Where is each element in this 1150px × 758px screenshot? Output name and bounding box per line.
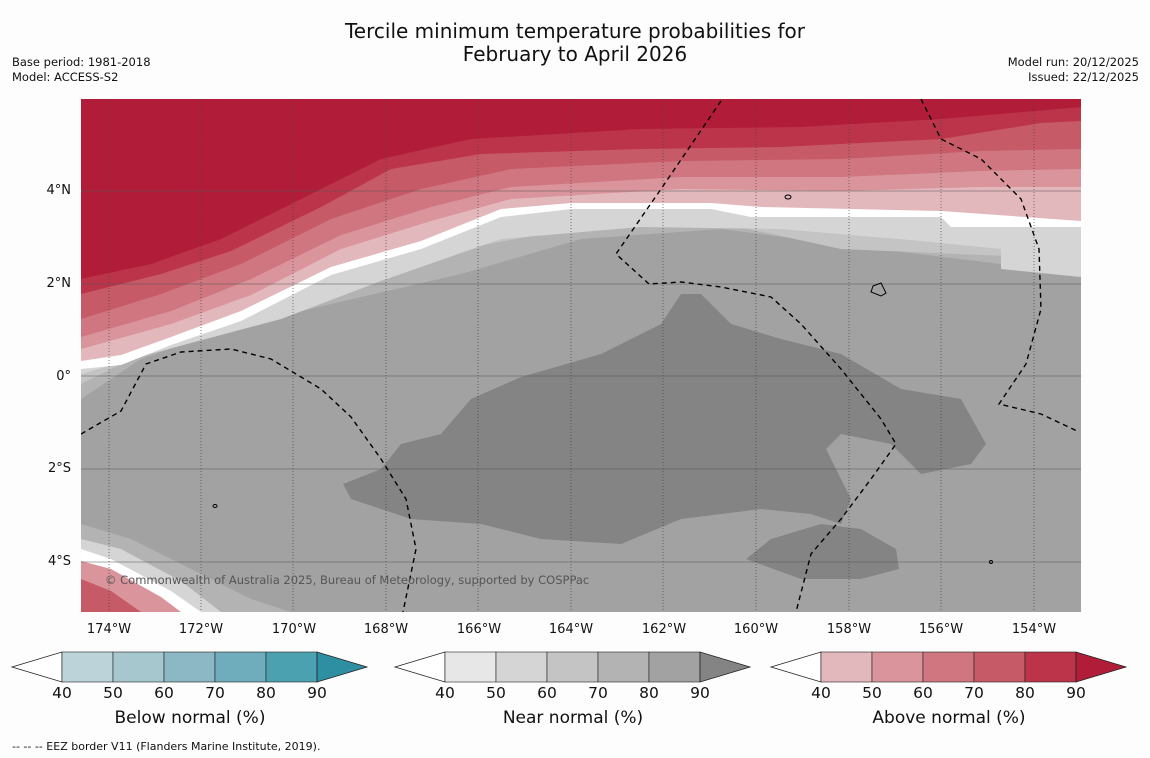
latitude-gridlines: [81, 190, 1081, 563]
cbar2-tick: 90: [1066, 684, 1086, 702]
cbar1-tick: 90: [690, 684, 710, 702]
colorbar-high-extension: [699, 651, 752, 683]
colorbar-low-extension: [393, 651, 446, 683]
lon-label: 172°W: [178, 622, 224, 637]
lon-label: 166°W: [456, 622, 502, 637]
cbar2-tick: 70: [964, 684, 984, 702]
colorbar-segment: [922, 651, 975, 683]
cbar2-tick: 60: [913, 684, 933, 702]
colorbar-segment: [163, 651, 216, 683]
colorbar-segment: [597, 651, 650, 683]
lat-label-2n: 2°N: [46, 276, 72, 291]
near-normal-90-region: [343, 294, 986, 544]
above-normal-colorbar: [769, 651, 1128, 683]
near-normal-colorbar: [393, 651, 752, 683]
below-normal-colorbar: [10, 651, 369, 683]
lat-label-2s: 2°S: [47, 461, 71, 476]
lon-label: 164°W: [548, 622, 594, 637]
map-title-line1: Tercile minimum temperature probabilitie…: [344, 19, 806, 43]
issued-date: Issued: 22/12/2025: [1028, 70, 1139, 84]
map-title-line2: February to April 2026: [462, 42, 688, 66]
cbar1-tick: 80: [639, 684, 659, 702]
colorbar-segment: [973, 651, 1026, 683]
colorbars-svg: [10, 651, 1128, 683]
colorbar-segment: [648, 651, 701, 683]
cbar1-tick: 70: [588, 684, 608, 702]
colorbar-segment: [265, 651, 318, 683]
near-normal-title: Near normal (%): [502, 708, 644, 728]
colorbar-segment: [820, 651, 873, 683]
lon-label: 160°W: [733, 622, 779, 637]
colorbar-segment: [214, 651, 267, 683]
lon-label: 168°W: [363, 622, 409, 637]
colorbar-low-extension: [769, 651, 822, 683]
cbar1-tick: 60: [537, 684, 557, 702]
cbar0-tick: 50: [103, 684, 123, 702]
lon-label: 158°W: [826, 622, 872, 637]
above-normal-90-region: [81, 99, 1081, 279]
colorbar-segment: [444, 651, 497, 683]
below-normal-title: Below normal (%): [114, 708, 266, 728]
cbar0-tick: 80: [256, 684, 276, 702]
lon-label: 154°W: [1011, 622, 1057, 637]
eez-borders: [81, 99, 1078, 612]
cbar2-tick: 50: [862, 684, 882, 702]
colorbar-segment: [546, 651, 599, 683]
lat-label-4s: 4°S: [47, 554, 71, 569]
copyright-text: © Commonwealth of Australia 2025, Bureau…: [105, 573, 589, 587]
base-period: Base period: 1981-2018: [12, 55, 151, 69]
cbar0-tick: 40: [52, 684, 72, 702]
eez-legend-note: -- -- -- EEZ border V11 (Flanders Marine…: [12, 740, 321, 753]
colorbar-segment: [112, 651, 165, 683]
cbar1-tick: 50: [486, 684, 506, 702]
lon-label: 174°W: [86, 622, 132, 637]
model-name: Model: ACCESS-S2: [12, 70, 119, 84]
colorbar-low-extension: [10, 651, 63, 683]
colorbar-segment: [495, 651, 548, 683]
near-normal-90-region-south: [746, 524, 899, 579]
cbar1-tick: 40: [435, 684, 455, 702]
above-normal-title: Above normal (%): [872, 708, 1026, 728]
colorbar-high-extension: [1075, 651, 1128, 683]
colorbar-segment: [871, 651, 924, 683]
cbar0-tick: 70: [205, 684, 225, 702]
model-run: Model run: 20/12/2025: [1007, 55, 1139, 69]
lat-label-4n: 4°N: [46, 183, 72, 198]
probability-map: © Commonwealth of Australia 2025, Bureau…: [81, 99, 1081, 612]
colorbar-segment: [1024, 651, 1077, 683]
cbar2-tick: 40: [811, 684, 831, 702]
lon-label: 162°W: [641, 622, 687, 637]
islands: [212, 194, 993, 564]
lon-label: 170°W: [271, 622, 317, 637]
cbar0-tick: 60: [154, 684, 174, 702]
sw-above-normal-70: [81, 579, 141, 612]
cbar2-tick: 80: [1015, 684, 1035, 702]
colorbar-segment: [61, 651, 114, 683]
map-svg: © Commonwealth of Australia 2025, Bureau…: [81, 99, 1081, 612]
lat-label-0: 0°: [56, 369, 71, 384]
colorbar-high-extension: [316, 651, 369, 683]
cbar0-tick: 90: [307, 684, 327, 702]
lon-label: 156°W: [918, 622, 964, 637]
